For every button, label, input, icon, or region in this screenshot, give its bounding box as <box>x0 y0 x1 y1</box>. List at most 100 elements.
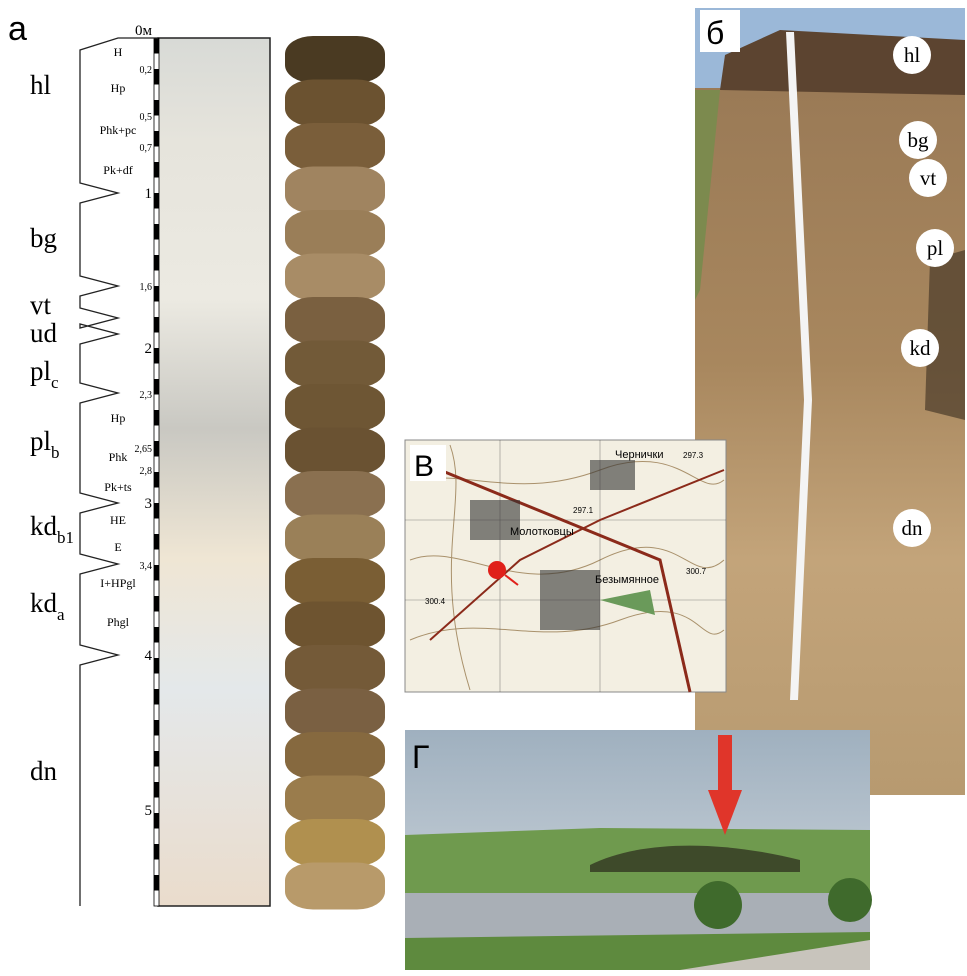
map <box>405 440 726 692</box>
subhorizon-label: H <box>114 45 123 59</box>
ruler-segment <box>154 658 159 674</box>
ruler-segment <box>154 38 159 54</box>
horizon-label: hl <box>30 70 51 100</box>
depth-label: 0,7 <box>140 143 153 154</box>
photo-label: vt <box>920 166 937 190</box>
soil-sample <box>285 210 385 257</box>
soil-sample <box>285 689 385 736</box>
subhorizon-label: Phgl <box>107 615 130 629</box>
map-label: 297.1 <box>573 506 594 515</box>
ruler-segment <box>154 162 159 178</box>
ruler-segment <box>154 689 159 705</box>
depth-label: 2,3 <box>140 390 153 401</box>
soil-sample <box>285 602 385 649</box>
ruler-segment <box>154 224 159 240</box>
horizon-label: vt <box>30 290 52 320</box>
depth-label: 0,2 <box>140 65 153 76</box>
pond <box>405 893 870 938</box>
horizon-label: ud <box>30 318 58 348</box>
depth-label: 4 <box>145 648 153 664</box>
soil-sample <box>285 645 385 692</box>
horizon-label: kdb1 <box>30 511 74 547</box>
ruler-segment <box>154 534 159 550</box>
ruler-segment <box>154 255 159 271</box>
ruler-segment <box>154 286 159 302</box>
depth-label: 0,5 <box>140 112 153 123</box>
horizon-base: kd <box>30 511 58 541</box>
map-label: 300.7 <box>686 567 707 576</box>
subhorizon-label: HE <box>110 513 126 527</box>
horizon-base: vt <box>30 290 52 320</box>
horizon-base: dn <box>30 756 58 786</box>
soil-sample <box>285 558 385 605</box>
figure: а б hlbgvtplkddn В ЧерничкиМолотковцыБез… <box>0 0 967 976</box>
panel-label: Г <box>412 739 429 775</box>
depth-label: 2 <box>145 341 153 357</box>
horizon-sub: a <box>57 605 65 624</box>
panel-label: б <box>706 15 724 51</box>
soil-sample <box>285 297 385 344</box>
ruler-segment <box>154 596 159 612</box>
soil-sample <box>285 776 385 823</box>
horizon-sub: b <box>51 443 60 462</box>
horizon-label: plb <box>30 426 60 462</box>
subhorizon-label: Phk <box>109 450 128 464</box>
horizon-sub: b1 <box>57 528 74 547</box>
horizon-label: dn <box>30 756 58 786</box>
horizon-label: plc <box>30 356 59 392</box>
horizon-base: bg <box>30 223 57 253</box>
ruler-segment <box>154 69 159 85</box>
soil-sample <box>285 471 385 518</box>
profile-drawing <box>158 38 270 906</box>
ruler-segment <box>154 813 159 829</box>
ruler-segment <box>154 627 159 643</box>
horizon-base: pl <box>30 356 51 386</box>
ruler-segment <box>154 472 159 488</box>
soil-sample <box>285 167 385 214</box>
tree <box>828 878 872 922</box>
subhorizon-label: Hp <box>111 411 126 425</box>
subhorizon-label: I+HPgl <box>100 576 136 590</box>
ruler-segment <box>154 193 159 209</box>
panel-label: а <box>8 10 27 48</box>
ruler-segment <box>154 565 159 581</box>
horizon-label: kda <box>30 588 65 624</box>
soil-sample <box>285 254 385 301</box>
soil-sample <box>285 428 385 475</box>
horizon-base: ud <box>30 318 58 348</box>
ruler-segment <box>154 782 159 798</box>
soil-sample <box>285 341 385 388</box>
map-label: Молотковцы <box>510 526 574 538</box>
soil-sample <box>285 384 385 431</box>
ruler-segment <box>154 751 159 767</box>
photo-label: hl <box>904 43 921 67</box>
depth-label: 2,8 <box>140 466 153 477</box>
map-label: 300.4 <box>425 597 446 606</box>
tree <box>694 881 742 929</box>
depth-label: 2,65 <box>135 444 153 455</box>
ruler-segment <box>154 844 159 860</box>
ruler-segment <box>154 410 159 426</box>
photo-label: kd <box>910 336 932 360</box>
subhorizon-label: Phk+pc <box>100 123 137 137</box>
subhorizon-label: Hp <box>111 81 126 95</box>
photo-label: bg <box>908 128 930 152</box>
ruler-segment <box>154 100 159 116</box>
arrow-shaft <box>718 735 732 795</box>
depth-label: 5 <box>145 803 153 819</box>
soil-sample <box>285 819 385 866</box>
horizon-base: kd <box>30 588 58 618</box>
panel-label: В <box>414 450 434 483</box>
soil-sample <box>285 732 385 779</box>
ruler-segment <box>154 441 159 457</box>
ruler-segment <box>154 131 159 147</box>
horizon-sub: c <box>51 373 59 392</box>
horizon-label: bg <box>30 223 57 253</box>
soil-sample <box>285 80 385 127</box>
soil-sample <box>285 36 385 83</box>
depth-label: 0м <box>135 23 153 39</box>
ruler-segment <box>154 317 159 333</box>
map-label: Чернички <box>615 449 663 461</box>
depth-label: 1,6 <box>140 282 153 293</box>
map-label: 297.3 <box>683 451 704 460</box>
